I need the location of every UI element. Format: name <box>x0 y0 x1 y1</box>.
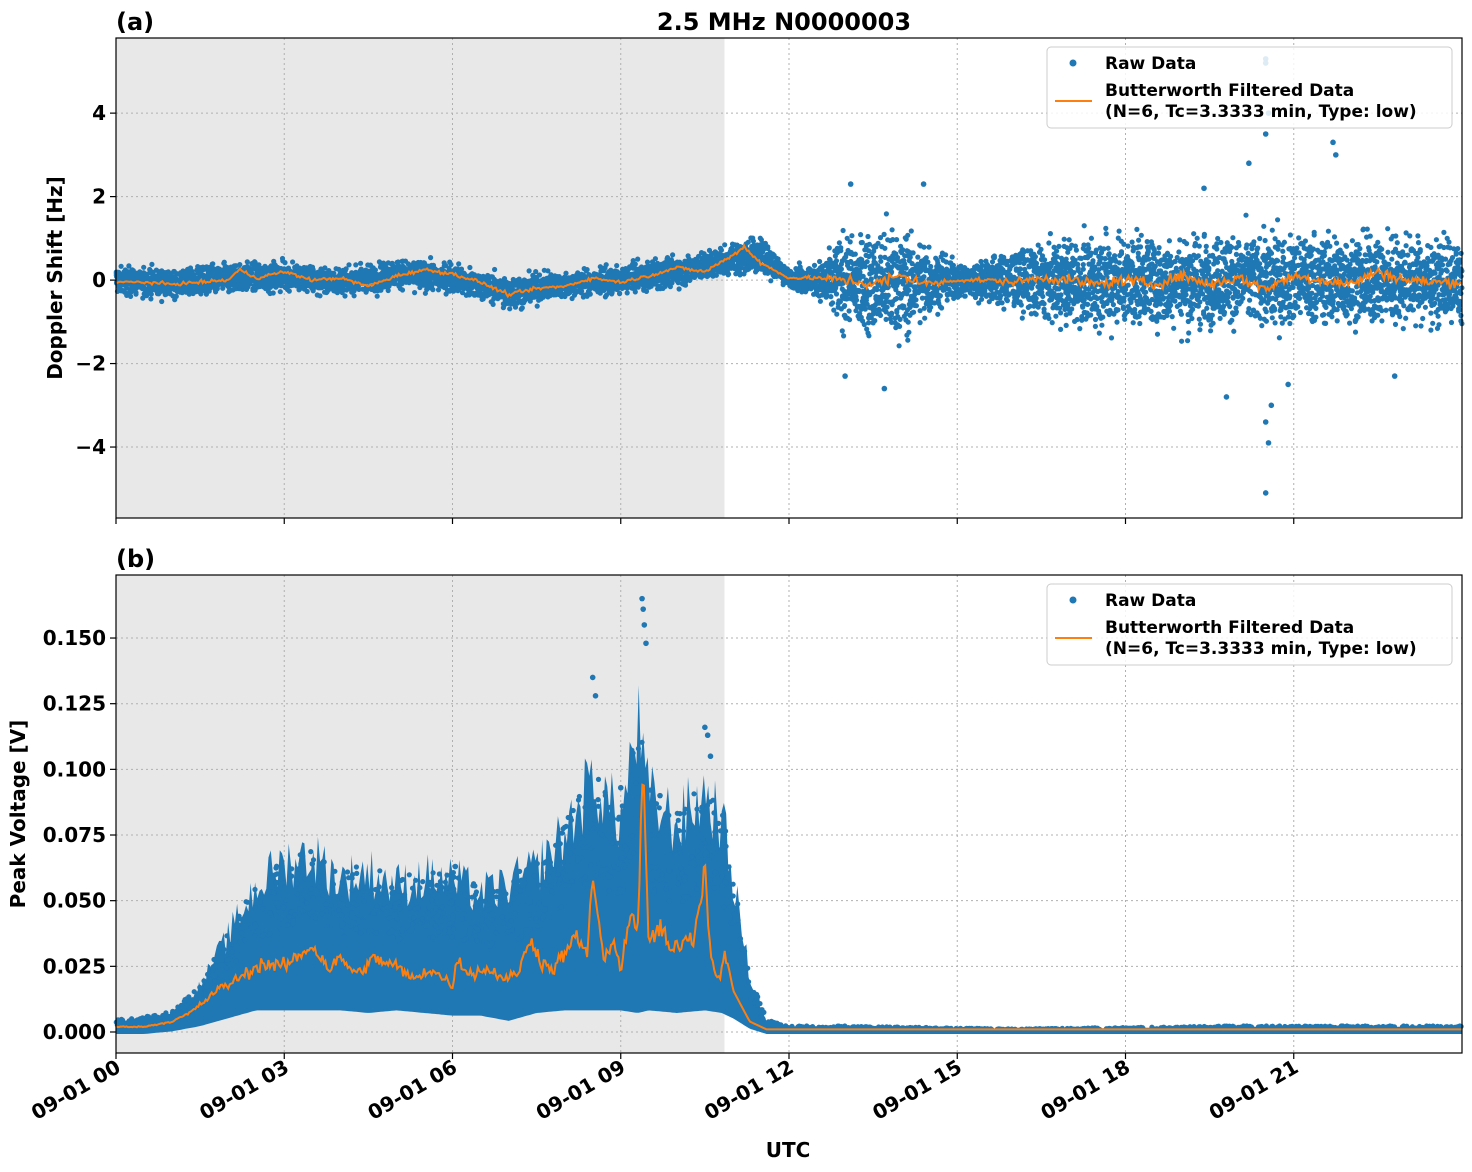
raw-data-outlier <box>1268 402 1275 409</box>
legend-label-raw-a: Raw Data <box>1105 54 1196 74</box>
raw-data-spike <box>592 693 599 699</box>
raw-data-spike <box>657 792 663 799</box>
y-tick-label: 0.125 <box>43 692 106 716</box>
x-tick-label: 09-01 21 <box>1205 1055 1303 1125</box>
filtered-data-line-a <box>115 243 1463 299</box>
raw-data-outlier <box>1285 381 1291 388</box>
raw-data-outlier <box>1265 440 1272 446</box>
raw-data-outlier <box>1246 160 1252 167</box>
y-tick-label: 0.150 <box>43 626 106 650</box>
panel-b-peak-voltage: 0.000 0.025 0.050 0.075 0.100 0.125 0.150 09-0… <box>6 545 1464 1162</box>
raw-data-outlier <box>1223 394 1230 400</box>
raw-data-outlier <box>1333 152 1339 158</box>
filtered-data-line-b <box>115 783 1462 1031</box>
y-tick-label: 0.000 <box>43 1020 106 1044</box>
panel-a-doppler: −4 −2 0 2 4 (a) 2.5 MHz N0000003 Doppler Shi… <box>43 8 1465 524</box>
x-tick-label: 09-01 09 <box>532 1055 630 1125</box>
x-tick-label: 09-01 18 <box>1036 1055 1134 1125</box>
panel-label-b: (b) <box>116 545 155 573</box>
raw-data-spike <box>640 606 646 612</box>
y-axis-label-b: Peak Voltage [V] <box>6 720 30 909</box>
y-tick-label: 0.025 <box>43 954 106 978</box>
x-tick-label: 09-01 00 <box>27 1055 125 1125</box>
y-axis-label-a: Doppler Shift [Hz] <box>43 176 67 380</box>
raw-data-spike <box>639 595 645 602</box>
legend-label-filtered-b: Butterworth Filtered Data <box>1105 618 1354 638</box>
y-tick-label: 0.100 <box>43 757 106 781</box>
raw-data-outlier <box>1262 131 1269 137</box>
x-tick-label: 09-01 03 <box>195 1055 293 1125</box>
raw-data-outlier <box>1262 419 1269 425</box>
y-tick-label: 4 <box>92 101 106 125</box>
legend-box-a <box>1046 46 1453 129</box>
raw-data-spike <box>702 724 708 731</box>
raw-data-spike <box>452 863 459 870</box>
raw-data-spike <box>704 732 711 739</box>
y-axis-b: 0.000 0.025 0.050 0.075 0.100 0.125 0.150 <box>43 626 116 1044</box>
raw-data-outlier <box>842 373 848 379</box>
raw-data-spike <box>643 640 649 647</box>
raw-data-spike <box>298 861 304 867</box>
legend-label-filtered-a: Butterworth Filtered Data <box>1105 81 1354 101</box>
y-tick-label: 0.050 <box>43 889 106 913</box>
raw-data-band-b <box>116 685 1462 1034</box>
raw-data-outlier <box>1201 185 1207 192</box>
raw-data-outlier <box>881 385 888 392</box>
raw-data-outlier <box>1330 139 1336 146</box>
y-tick-label: 2 <box>92 185 106 209</box>
legend-b: Raw Data Butterworth Filtered Data (N=6,… <box>1046 583 1453 666</box>
legend-marker-raw-b <box>1069 596 1077 604</box>
raw-data-spike <box>589 674 596 681</box>
y-axis-a: −4 −2 0 2 4 <box>75 101 116 459</box>
y-tick-label: 0 <box>92 268 106 292</box>
x-tick-label: 09-01 12 <box>700 1055 798 1125</box>
raw-data-points <box>113 211 1465 349</box>
raw-data-outlier <box>847 181 854 187</box>
raw-data-spike <box>707 753 714 760</box>
y-tick-label: −4 <box>75 435 106 459</box>
y-tick-label: 0.075 <box>43 823 106 847</box>
raw-data-spike <box>617 784 624 791</box>
legend-box-b <box>1046 583 1453 666</box>
raw-data-outlier <box>1391 373 1398 379</box>
raw-data-series-b <box>113 595 1464 1033</box>
raw-data-spike <box>567 850 574 857</box>
legend-label-filtered-params-b: (N=6, Tc=3.3333 min, Type: low) <box>1105 639 1417 659</box>
x-axis-label: UTC <box>766 1138 811 1162</box>
x-axis-b: 09-01 00 09-01 03 09-01 06 09-01 09 09-01 12… <box>27 1053 1302 1125</box>
x-tick-label: 09-01 15 <box>868 1055 966 1125</box>
legend-marker-raw-a <box>1069 59 1077 67</box>
panel-label-a: (a) <box>116 8 154 36</box>
legend-label-filtered-params-a: (N=6, Tc=3.3333 min, Type: low) <box>1105 102 1417 122</box>
raw-data-spike <box>309 861 316 867</box>
raw-data-outlier <box>920 181 927 187</box>
chart-title: 2.5 MHz N0000003 <box>657 8 911 36</box>
x-tick-label: 09-01 06 <box>363 1055 461 1125</box>
raw-data-outlier <box>1262 490 1269 496</box>
raw-data-spike <box>641 622 648 628</box>
x-axis-a <box>115 518 1295 524</box>
legend-a: Raw Data Butterworth Filtered Data (N=6,… <box>1046 46 1453 129</box>
y-tick-label: −2 <box>75 352 106 376</box>
legend-label-raw-b: Raw Data <box>1105 591 1196 611</box>
